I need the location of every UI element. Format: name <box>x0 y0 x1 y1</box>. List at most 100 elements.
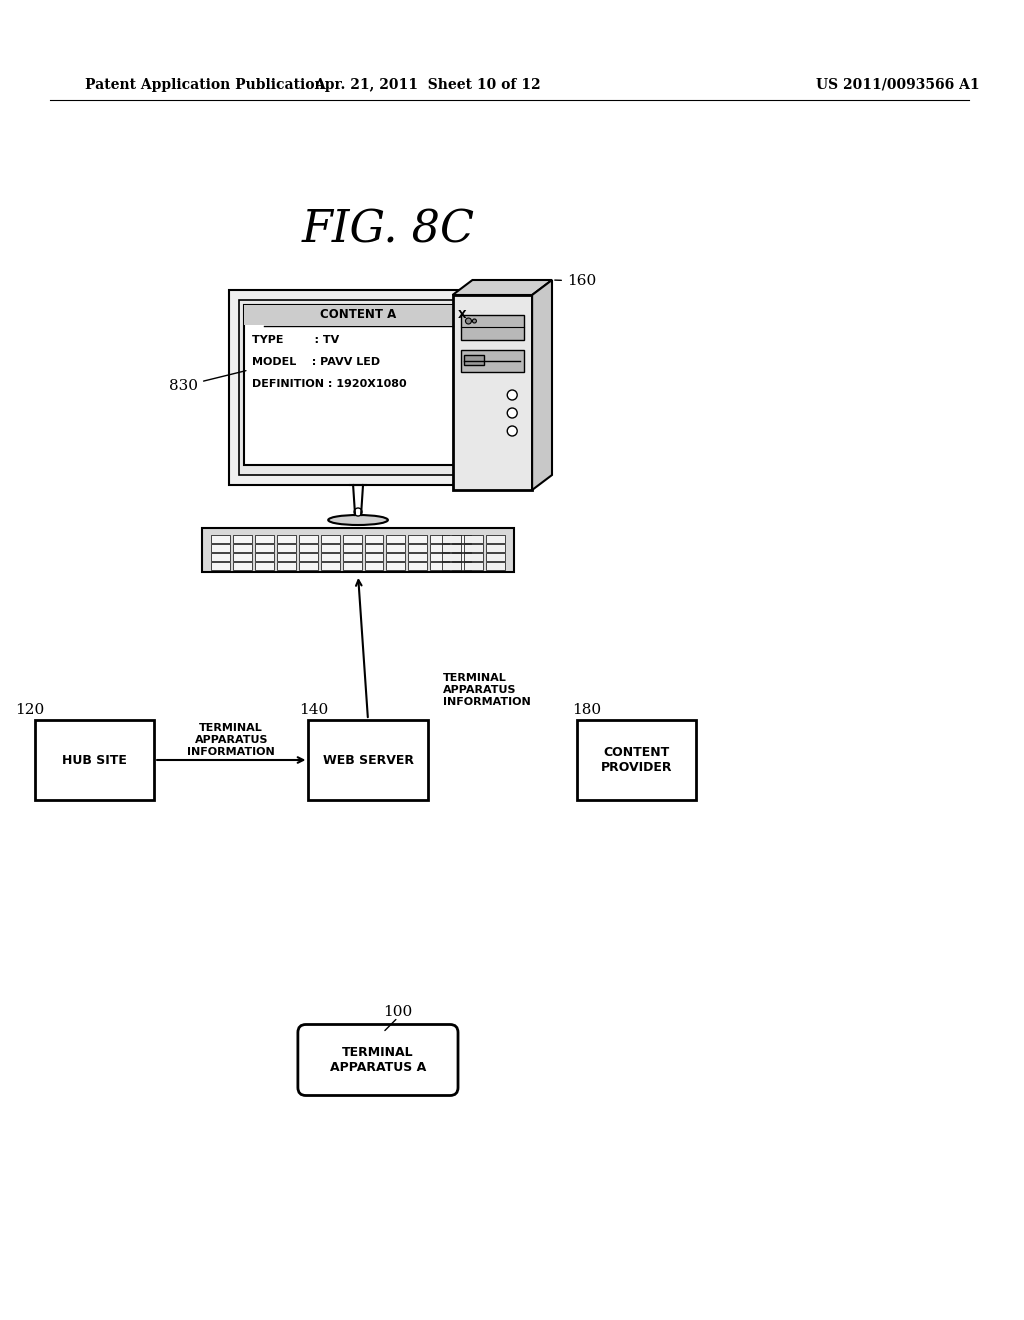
FancyBboxPatch shape <box>442 561 461 569</box>
FancyBboxPatch shape <box>202 528 514 572</box>
FancyBboxPatch shape <box>321 535 340 543</box>
FancyBboxPatch shape <box>409 553 427 561</box>
FancyBboxPatch shape <box>299 561 317 569</box>
FancyBboxPatch shape <box>485 553 505 561</box>
FancyBboxPatch shape <box>452 561 471 569</box>
FancyBboxPatch shape <box>321 561 340 569</box>
FancyBboxPatch shape <box>228 290 487 484</box>
FancyBboxPatch shape <box>386 535 406 543</box>
Text: HUB SITE: HUB SITE <box>62 754 127 767</box>
Text: TERMINAL
APPARATUS
INFORMATION: TERMINAL APPARATUS INFORMATION <box>187 723 275 756</box>
FancyBboxPatch shape <box>233 535 252 543</box>
FancyBboxPatch shape <box>211 561 230 569</box>
FancyBboxPatch shape <box>464 535 483 543</box>
FancyBboxPatch shape <box>244 305 472 325</box>
FancyBboxPatch shape <box>409 544 427 552</box>
FancyBboxPatch shape <box>255 553 274 561</box>
FancyBboxPatch shape <box>343 561 361 569</box>
FancyBboxPatch shape <box>577 719 696 800</box>
Polygon shape <box>453 280 552 294</box>
FancyBboxPatch shape <box>430 544 450 552</box>
FancyBboxPatch shape <box>278 553 296 561</box>
Circle shape <box>472 319 476 323</box>
Text: DEFINITION : 1920X1080: DEFINITION : 1920X1080 <box>252 379 407 389</box>
FancyBboxPatch shape <box>211 553 230 561</box>
FancyBboxPatch shape <box>465 355 484 366</box>
Circle shape <box>507 408 517 418</box>
FancyBboxPatch shape <box>343 544 361 552</box>
FancyBboxPatch shape <box>365 553 383 561</box>
FancyBboxPatch shape <box>452 535 471 543</box>
FancyBboxPatch shape <box>453 294 532 490</box>
Text: US 2011/0093566 A1: US 2011/0093566 A1 <box>815 78 979 92</box>
Text: CONTENT
PROVIDER: CONTENT PROVIDER <box>601 746 673 774</box>
Text: Patent Application Publication: Patent Application Publication <box>85 78 325 92</box>
FancyBboxPatch shape <box>409 561 427 569</box>
Text: Apr. 21, 2011  Sheet 10 of 12: Apr. 21, 2011 Sheet 10 of 12 <box>314 78 541 92</box>
FancyBboxPatch shape <box>430 561 450 569</box>
FancyBboxPatch shape <box>233 561 252 569</box>
FancyBboxPatch shape <box>308 719 428 800</box>
FancyBboxPatch shape <box>321 553 340 561</box>
FancyBboxPatch shape <box>211 535 230 543</box>
FancyBboxPatch shape <box>299 535 317 543</box>
FancyBboxPatch shape <box>409 535 427 543</box>
FancyBboxPatch shape <box>442 553 461 561</box>
FancyBboxPatch shape <box>233 544 252 552</box>
FancyBboxPatch shape <box>239 300 477 475</box>
FancyBboxPatch shape <box>386 544 406 552</box>
Polygon shape <box>532 280 552 490</box>
FancyBboxPatch shape <box>430 535 450 543</box>
FancyBboxPatch shape <box>461 350 524 372</box>
FancyBboxPatch shape <box>278 561 296 569</box>
FancyBboxPatch shape <box>485 535 505 543</box>
FancyBboxPatch shape <box>278 544 296 552</box>
FancyBboxPatch shape <box>278 535 296 543</box>
FancyBboxPatch shape <box>386 561 406 569</box>
Text: 140: 140 <box>299 704 328 717</box>
FancyBboxPatch shape <box>464 553 483 561</box>
FancyBboxPatch shape <box>456 308 469 322</box>
FancyBboxPatch shape <box>233 553 252 561</box>
FancyBboxPatch shape <box>485 561 505 569</box>
FancyBboxPatch shape <box>430 553 450 561</box>
FancyBboxPatch shape <box>299 544 317 552</box>
FancyBboxPatch shape <box>255 561 274 569</box>
FancyBboxPatch shape <box>365 544 383 552</box>
FancyBboxPatch shape <box>244 305 472 465</box>
FancyBboxPatch shape <box>299 553 317 561</box>
Text: X: X <box>458 310 467 319</box>
Text: 120: 120 <box>15 704 44 717</box>
Text: FIG. 8C: FIG. 8C <box>301 209 474 252</box>
FancyBboxPatch shape <box>365 535 383 543</box>
FancyBboxPatch shape <box>343 553 361 561</box>
FancyBboxPatch shape <box>321 544 340 552</box>
FancyBboxPatch shape <box>343 535 361 543</box>
Text: 180: 180 <box>572 704 601 717</box>
Text: CONTENT A: CONTENT A <box>319 309 396 322</box>
FancyBboxPatch shape <box>386 553 406 561</box>
FancyBboxPatch shape <box>464 561 483 569</box>
Circle shape <box>507 426 517 436</box>
Text: TERMINAL
APPARATUS
INFORMATION: TERMINAL APPARATUS INFORMATION <box>442 673 530 706</box>
FancyBboxPatch shape <box>461 315 524 341</box>
Circle shape <box>507 389 517 400</box>
Text: TERMINAL
APPARATUS A: TERMINAL APPARATUS A <box>330 1045 426 1074</box>
Circle shape <box>466 318 471 323</box>
Text: MODEL    : PAVV LED: MODEL : PAVV LED <box>252 356 380 367</box>
FancyBboxPatch shape <box>442 535 461 543</box>
FancyBboxPatch shape <box>442 544 461 552</box>
Text: WEB SERVER: WEB SERVER <box>323 754 414 767</box>
Text: TYPE        : TV: TYPE : TV <box>252 335 339 345</box>
FancyBboxPatch shape <box>452 553 471 561</box>
FancyBboxPatch shape <box>255 544 274 552</box>
FancyBboxPatch shape <box>365 561 383 569</box>
Text: 100: 100 <box>383 1006 413 1019</box>
Text: 160: 160 <box>555 275 596 288</box>
FancyBboxPatch shape <box>35 719 155 800</box>
FancyBboxPatch shape <box>211 544 230 552</box>
FancyBboxPatch shape <box>464 544 483 552</box>
FancyBboxPatch shape <box>255 535 274 543</box>
Circle shape <box>354 508 362 516</box>
Ellipse shape <box>329 515 388 525</box>
